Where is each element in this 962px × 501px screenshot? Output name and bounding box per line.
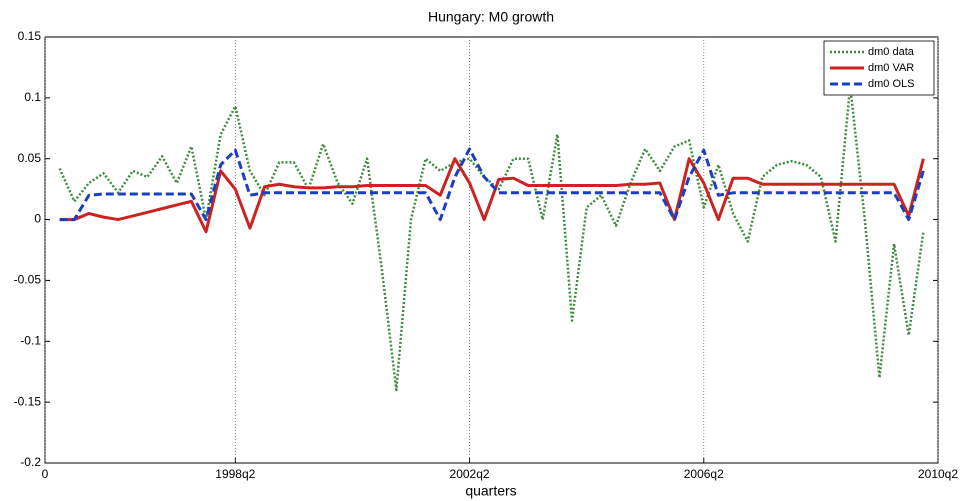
y-tick-label: -0.05 [14,273,42,287]
x-tick-label: 1998q2 [215,467,255,481]
legend-label: dm0 VAR [868,62,914,74]
data-line [59,157,925,234]
x-tick-label: 2006q2 [684,467,724,481]
y-tick-label: -0.15 [14,394,42,408]
legend-label: dm0 OLS [868,78,914,90]
x-tick-label: 0 [42,467,49,481]
chart-title: Hungary: M0 growth [428,9,554,25]
x-axis-label: quarters [465,483,516,499]
y-tick-label: 0.1 [24,90,41,104]
plot-area [44,36,939,464]
y-tick-label: -0.2 [20,455,41,469]
y-tick-label: 0.05 [18,151,42,165]
legend-label: dm0 data [868,46,915,58]
y-tick-label: 0 [34,212,41,226]
data-line [59,147,925,222]
y-tick-label: -0.1 [20,333,41,347]
data-line [58,84,925,392]
x-tick-label: 2010q2 [918,467,958,481]
x-tick-label: 2002q2 [450,467,490,481]
y-tick-label: 0.15 [18,29,42,43]
